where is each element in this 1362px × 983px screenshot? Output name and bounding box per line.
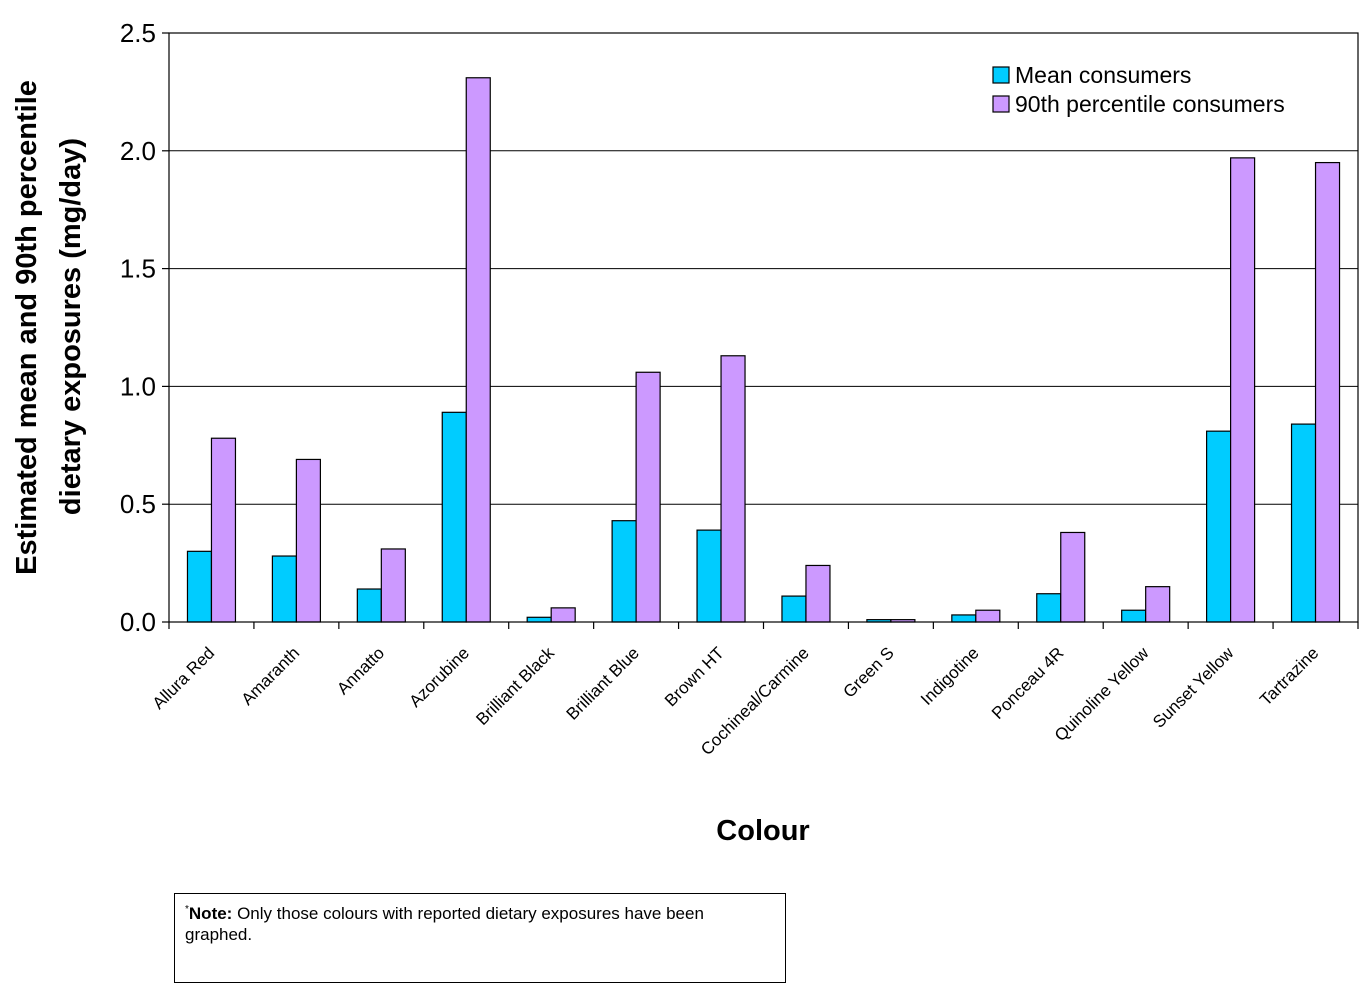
legend-swatch-90th bbox=[992, 95, 1010, 113]
bar-mean bbox=[186, 550, 213, 623]
y-axis-ticks: 0.0 0.5 1.0 1.5 2.0 2.5 bbox=[120, 18, 169, 637]
x-tick-label: Azorubine bbox=[406, 643, 474, 711]
bar-90th-percentile bbox=[720, 355, 746, 623]
y-tick-label: 1.0 bbox=[120, 371, 156, 401]
bar-90th-percentile bbox=[550, 607, 576, 623]
x-tick-label: Indigotine bbox=[917, 643, 983, 709]
bar-chart: 0.0 0.5 1.0 1.5 2.0 2.5 Allura Red Amaranth Ann… bbox=[11, 18, 1359, 847]
y-tick-label: 1.5 bbox=[120, 254, 156, 284]
bar-mean bbox=[611, 520, 637, 623]
bar-mean bbox=[696, 529, 722, 623]
bar-mean bbox=[1036, 593, 1062, 623]
bar-90th-percentile bbox=[635, 371, 661, 623]
x-tick-label: Ponceau 4R bbox=[988, 643, 1068, 723]
bar-mean bbox=[781, 595, 807, 623]
y-axis-label-line2: dietary exposures (mg/day) bbox=[55, 138, 87, 515]
bar-mean bbox=[1206, 430, 1232, 623]
bar-90th-percentile bbox=[1145, 586, 1171, 623]
x-axis-ticks: Allura Red Amaranth Annatto Azorubine Brilli… bbox=[149, 622, 1359, 759]
note-marker: * bbox=[185, 904, 189, 915]
x-axis-label: Colour bbox=[716, 815, 809, 847]
y-axis-label-line1: Estimated mean and 90th percentile bbox=[11, 80, 43, 575]
y-tick-label: 2.0 bbox=[120, 136, 156, 166]
note-label: Note: bbox=[188, 904, 233, 923]
legend-label-90th: 90th percentile consumers bbox=[1015, 91, 1285, 117]
x-tick-label: Allura Red bbox=[149, 643, 219, 713]
bar-mean bbox=[271, 555, 297, 623]
bar-90th-percentile bbox=[805, 564, 831, 623]
bar-90th-percentile bbox=[1314, 161, 1341, 623]
note-box: *Note: Only those colours with reported … bbox=[174, 893, 786, 983]
bar-90th-percentile bbox=[210, 437, 237, 623]
y-tick-label: 2.5 bbox=[120, 18, 156, 48]
plot-area-frame bbox=[168, 32, 1359, 623]
y-tick-label: 0.5 bbox=[120, 489, 156, 519]
bars bbox=[186, 77, 1341, 623]
note-text: Only those colours with reported dietary… bbox=[185, 904, 704, 944]
y-tick-label: 0.0 bbox=[120, 607, 156, 637]
x-tick-label: Green S bbox=[840, 643, 898, 701]
bar-mean bbox=[1121, 609, 1147, 623]
bar-mean bbox=[1290, 423, 1317, 623]
legend-swatch-mean bbox=[992, 66, 1010, 84]
x-tick-label: Tartrazine bbox=[1256, 643, 1322, 709]
legend-label-mean: Mean consumers bbox=[1015, 62, 1191, 88]
bar-mean bbox=[441, 411, 467, 623]
bar-90th-percentile bbox=[975, 609, 1001, 623]
bar-mean bbox=[356, 588, 382, 623]
bar-90th-percentile bbox=[380, 548, 406, 623]
x-tick-label: Annatto bbox=[333, 643, 388, 698]
bar-90th-percentile bbox=[1060, 531, 1086, 623]
x-tick-label: Brilliant Blue bbox=[563, 643, 643, 723]
bar-90th-percentile bbox=[465, 77, 491, 623]
bar-mean bbox=[526, 616, 552, 623]
bar-90th-percentile bbox=[1230, 157, 1256, 623]
legend: Mean consumers 90th percentile consumers bbox=[992, 62, 1285, 117]
x-tick-label: Brown HT bbox=[661, 643, 728, 710]
x-tick-label: Amaranth bbox=[238, 643, 304, 709]
gridlines bbox=[169, 150, 1358, 505]
x-tick-label: Sunset Yellow bbox=[1149, 643, 1238, 732]
bar-mean bbox=[951, 614, 977, 623]
bar-90th-percentile bbox=[295, 458, 321, 623]
x-tick-label: Brilliant Black bbox=[472, 643, 558, 729]
